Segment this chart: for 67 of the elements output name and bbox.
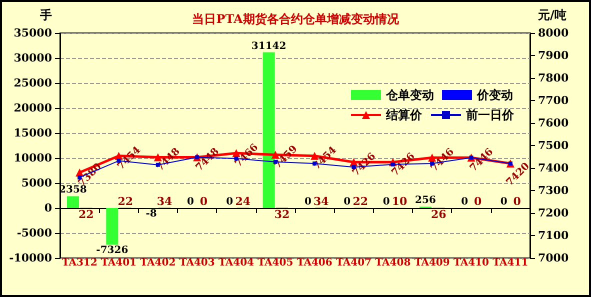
- data-label: -7326: [96, 245, 128, 256]
- x-tick-label: TA411: [492, 258, 528, 268]
- data-label: 0: [304, 196, 312, 208]
- data-label: 31142: [251, 40, 286, 52]
- data-label: 34: [314, 194, 330, 208]
- data-label: 24: [235, 194, 251, 208]
- y-tick-label: -10000: [9, 252, 52, 264]
- data-label: 22: [118, 194, 134, 208]
- x-tick-label: TA402: [140, 258, 176, 268]
- y-tick-label: 35000: [14, 26, 52, 40]
- data-label: 0: [461, 196, 468, 208]
- y2-tick-label: 7100: [538, 229, 569, 242]
- y-tick-label: 25000: [14, 76, 52, 90]
- data-label: 22: [78, 208, 94, 221]
- data-label: 34: [156, 194, 173, 208]
- y-tick-label: 10000: [14, 152, 52, 164]
- x-tick-label: TA410: [453, 258, 490, 268]
- data-label: 0: [513, 195, 522, 208]
- data-label: 256: [415, 195, 436, 206]
- x-tick-label: TA403: [179, 258, 215, 268]
- x-tick-label: TA409: [414, 258, 450, 268]
- y2-tick-label: 7600: [538, 116, 569, 130]
- x-tick-label: TA312: [62, 258, 98, 268]
- legend-label: 结算价: [385, 108, 423, 122]
- bar: [106, 208, 118, 245]
- chart-title: 当日PTA期货各合约仓单增减变动情况: [192, 12, 400, 26]
- y2-tick-label: 7200: [538, 206, 569, 220]
- y-tick-label: 20000: [14, 102, 52, 114]
- y-tick-label: 15000: [14, 126, 52, 140]
- legend-label: 前一日价: [465, 108, 515, 122]
- x-tick-label: TA401: [100, 258, 137, 268]
- y-tick-label: 0: [44, 202, 52, 214]
- data-label: 26: [431, 208, 447, 221]
- y2-tick-label: 7900: [538, 49, 569, 62]
- y-tick-label: 30000: [14, 52, 52, 64]
- data-label: -8: [146, 208, 157, 220]
- data-label: 32: [274, 208, 290, 221]
- legend-label: 价变动: [476, 88, 513, 102]
- y2-tick-label: 7800: [538, 72, 569, 84]
- y-axis-title: 手: [39, 8, 52, 22]
- y2-tick-label: 7700: [538, 94, 569, 107]
- y-tick-label: -5000: [16, 226, 52, 240]
- data-label: 0: [200, 195, 208, 208]
- data-label: 0: [382, 196, 390, 208]
- x-tick-label: TA408: [375, 258, 411, 268]
- bar: [262, 52, 275, 208]
- y2-tick-label: 8000: [538, 26, 569, 40]
- x-tick-label: TA404: [218, 258, 254, 268]
- x-tick-label: TA405: [258, 258, 294, 268]
- data-label: 10: [392, 194, 408, 208]
- data-label: 0: [226, 196, 234, 208]
- y2-tick-label: 7000: [538, 252, 569, 264]
- y2-tick-label: 7300: [538, 184, 569, 197]
- data-label: 0: [500, 196, 508, 208]
- x-tick-label: TA406: [296, 258, 332, 268]
- legend-label: 仓单变动: [385, 88, 434, 102]
- y-tick-label: 5000: [21, 176, 52, 190]
- y2-tick-label: 7400: [538, 162, 569, 174]
- y2-axis-title: 元/吨: [537, 8, 566, 22]
- data-label: 0: [187, 196, 194, 208]
- data-label: 2358: [59, 184, 87, 196]
- bar: [66, 196, 79, 208]
- data-label: 22: [352, 194, 368, 208]
- y2-tick-label: 7500: [538, 139, 569, 152]
- x-tick-label: TA407: [336, 258, 372, 268]
- data-label: 0: [344, 196, 351, 208]
- data-label: 0: [474, 195, 482, 208]
